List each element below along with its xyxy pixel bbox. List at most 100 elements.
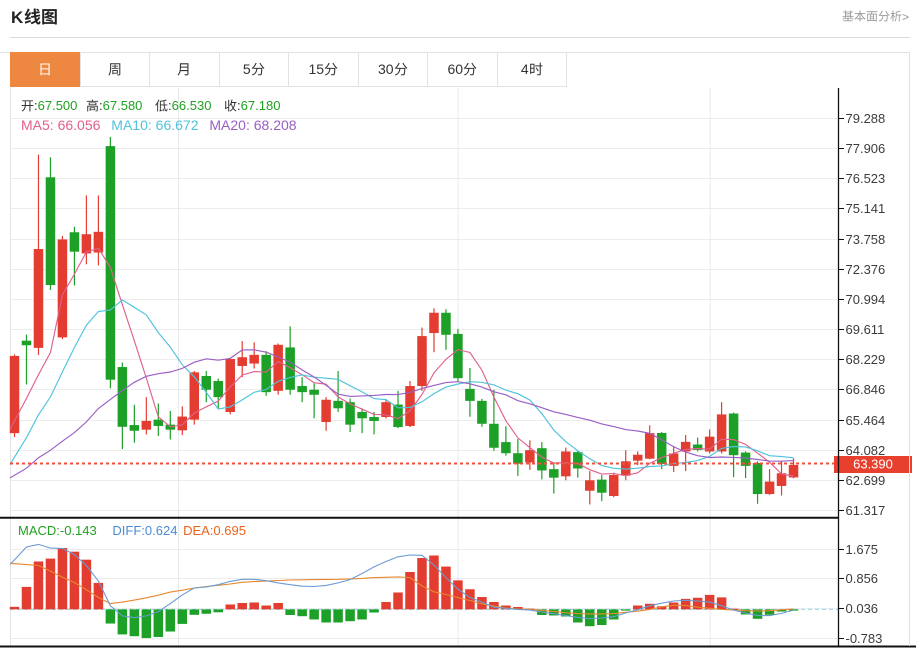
macd-bar <box>165 609 176 632</box>
candle-body <box>249 354 259 364</box>
cjk-glyph <box>866 11 878 22</box>
candle-body <box>81 234 92 254</box>
macd-bar <box>177 609 188 624</box>
cjk-glyph <box>21 99 34 112</box>
ohlc-open: :67.500 <box>21 98 77 113</box>
candle-body <box>644 433 655 459</box>
tab-day[interactable] <box>10 52 81 87</box>
macd-bar <box>501 605 511 610</box>
candle-body <box>225 358 235 412</box>
macd-bar <box>656 606 667 610</box>
macd-bar <box>429 555 439 610</box>
macd-tick-label: 1.675 <box>846 542 879 557</box>
ohlc-close-label <box>224 98 237 113</box>
dea-value-readout: DEA:0.695 <box>183 523 246 538</box>
candle-body <box>333 400 343 409</box>
candle-body <box>93 231 104 253</box>
cjk-glyph <box>24 8 41 25</box>
macd-bar <box>513 606 523 610</box>
candle-body <box>632 454 643 461</box>
macd-bar <box>644 603 655 610</box>
macd-label: MACD: <box>18 523 60 538</box>
candle-body <box>561 451 571 477</box>
candle-body <box>393 404 403 428</box>
macd-bar <box>9 606 20 610</box>
tab-5min[interactable]: 5 <box>218 52 289 87</box>
macd-bar <box>33 561 44 610</box>
cjk-glyph <box>40 63 50 75</box>
macd-bar <box>465 589 475 610</box>
macd-bar <box>716 597 727 610</box>
macd-bar <box>776 609 787 612</box>
candle-body <box>788 464 799 478</box>
ohlc-high-value: 67.580 <box>102 98 143 113</box>
tab-4hour[interactable]: 4 <box>496 52 567 87</box>
macd-bar <box>309 609 319 620</box>
chart-frame-right-border <box>909 52 910 646</box>
ma20-value: 68.208 <box>253 117 297 133</box>
ma5-readout: MA5: 66.056 <box>21 117 100 133</box>
macd-bar <box>129 609 140 637</box>
macd-bar <box>105 609 116 624</box>
candle-body <box>465 388 475 401</box>
macd-bar <box>369 609 379 613</box>
chart-root: 79.288 77.906 76.523 75.141 73.758 72.376 70.9… <box>0 88 916 648</box>
candle-body <box>309 389 319 395</box>
fundamental-analysis-link[interactable]: > <box>842 10 909 24</box>
price-tick-label: 61.317 <box>846 503 886 518</box>
tab-30min[interactable]: 30 <box>357 52 428 87</box>
candle-body <box>117 367 128 427</box>
candle-body <box>177 416 188 431</box>
candle-body <box>716 414 727 452</box>
ohlc-high-label <box>86 98 99 113</box>
diff-value: 0.624 <box>144 523 178 538</box>
macd-value-readout: MACD:-0.143 <box>18 523 97 538</box>
candle-body <box>141 420 152 430</box>
cjk-glyph <box>854 10 866 22</box>
candle-body <box>45 177 56 286</box>
macd-bar <box>285 609 295 615</box>
tab-month[interactable] <box>149 52 220 87</box>
candle-body <box>668 453 679 466</box>
ohlc-low-value: 66.530 <box>171 98 212 113</box>
price-tick-label: 73.758 <box>846 232 886 247</box>
macd-bar <box>668 602 679 610</box>
candle-body <box>501 442 511 454</box>
candle-body <box>369 417 379 421</box>
macd-bar <box>477 597 487 610</box>
ohlc-readout: :67.500 :67.580 :66.530 :67.180 <box>21 98 289 113</box>
tab-15min[interactable]: 15 <box>288 52 359 87</box>
candle-body <box>153 419 164 426</box>
candle-body <box>453 333 463 379</box>
cjk-glyph <box>394 62 408 76</box>
macd-bar <box>405 571 415 610</box>
macd-bar <box>153 609 164 637</box>
candle-body <box>489 423 499 448</box>
candle-body <box>105 146 116 380</box>
tab-week[interactable] <box>79 52 150 87</box>
diff-line <box>9 543 794 620</box>
macd-bar <box>69 551 80 610</box>
candle-body <box>261 354 271 393</box>
candles <box>9 136 799 505</box>
candle-body <box>549 469 559 478</box>
macd-tick-label: -0.783 <box>846 631 883 646</box>
candle-body <box>692 444 703 450</box>
page-title: K <box>11 8 58 28</box>
cjk-glyph <box>324 62 338 76</box>
ohlc-open-value: 67.500 <box>37 98 78 113</box>
macd-bar <box>45 558 56 610</box>
candle-body <box>201 376 212 390</box>
price-tick-label: 64.082 <box>846 443 886 458</box>
ma10-readout: MA10: 66.672 <box>111 117 198 133</box>
tab-60min[interactable]: 60 <box>427 52 498 87</box>
candle-body <box>537 448 547 471</box>
macd-bar <box>345 609 355 622</box>
ma20-line <box>9 349 794 479</box>
ma5-value: 66.056 <box>57 117 101 133</box>
price-tick-label: 66.846 <box>846 382 886 397</box>
cjk-glyph <box>108 62 121 76</box>
price-tick-label: 79.288 <box>846 111 886 126</box>
